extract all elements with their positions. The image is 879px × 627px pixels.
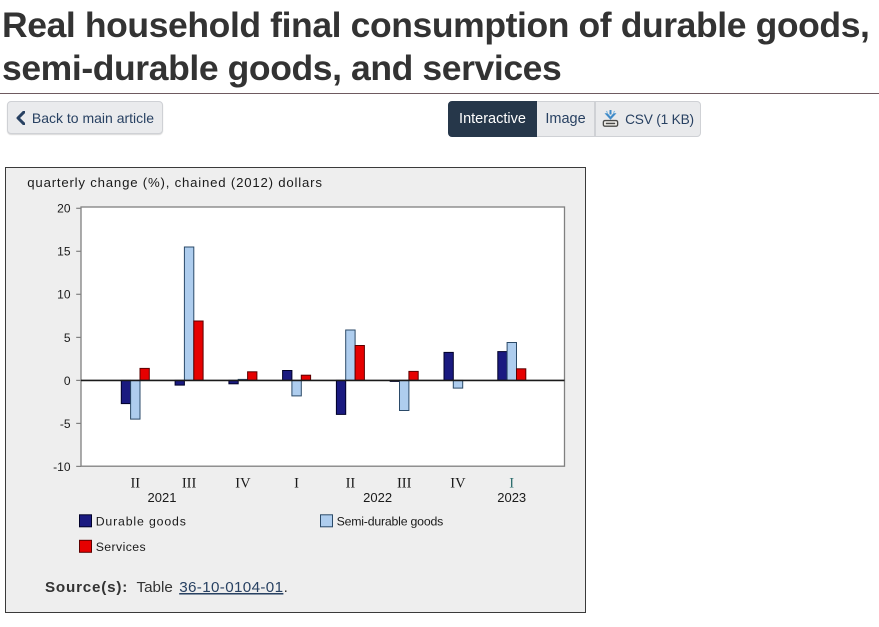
svg-text:10: 10: [57, 288, 71, 302]
svg-text:2023: 2023: [497, 490, 526, 505]
svg-text:III: III: [182, 475, 197, 491]
svg-text:5: 5: [64, 331, 71, 345]
svg-text:IV: IV: [450, 475, 466, 491]
svg-text:2022: 2022: [363, 490, 392, 505]
svg-text:36-10-0104-01: 36-10-0104-01: [179, 579, 283, 596]
svg-text:2021: 2021: [148, 490, 177, 505]
svg-text:Durable goods: Durable goods: [96, 514, 187, 528]
svg-text:II: II: [130, 475, 140, 491]
svg-text:0: 0: [64, 374, 71, 388]
svg-text:-10: -10: [53, 460, 71, 474]
svg-text:Semi-durable goods: Semi-durable goods: [337, 514, 444, 528]
svg-text:Services: Services: [96, 540, 146, 554]
svg-text:quarterly change (%), chained: quarterly change (%), chained (2012) dol…: [27, 175, 322, 190]
svg-text:20: 20: [57, 202, 71, 216]
svg-text:.: .: [284, 579, 288, 596]
svg-text:Source(s):: Source(s):: [45, 579, 128, 596]
svg-text:15: 15: [57, 245, 71, 259]
svg-text:III: III: [397, 475, 412, 491]
svg-text:II: II: [346, 475, 356, 491]
svg-text:I: I: [509, 475, 514, 491]
svg-text:I: I: [294, 475, 299, 491]
svg-text:IV: IV: [235, 475, 251, 491]
svg-text:Table: Table: [137, 579, 173, 596]
svg-text:-5: -5: [60, 417, 71, 431]
